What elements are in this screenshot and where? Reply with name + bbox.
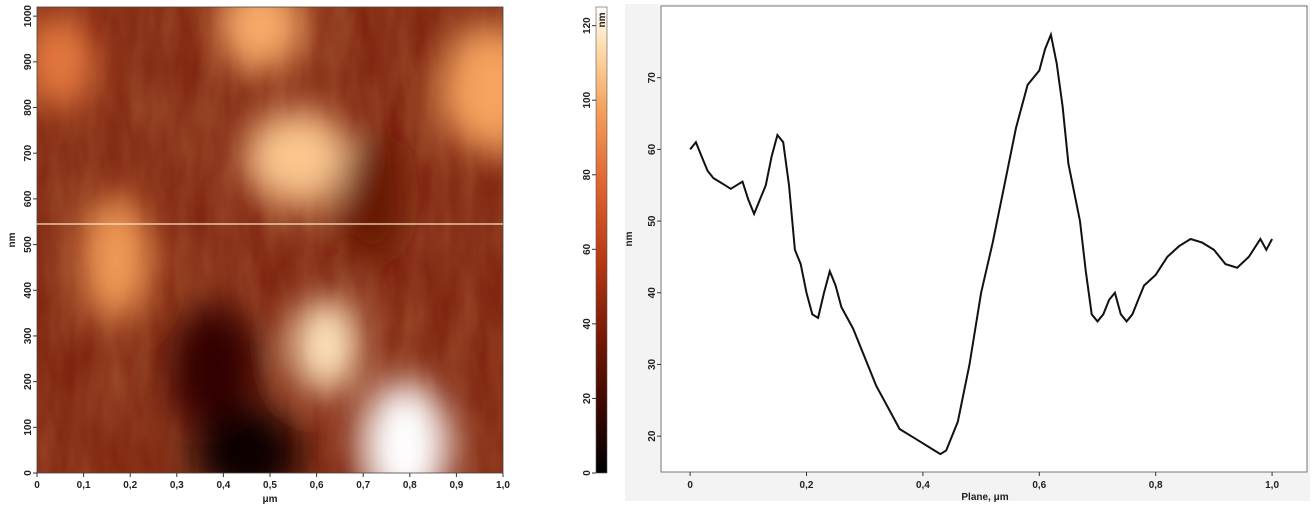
profile-x-tick-label: 0,4 [916,480,930,491]
map-x-tick-label: 0,1 [77,480,91,491]
map-x-tick-label: 0 [34,480,40,491]
profile-y-tick-label: 70 [647,72,658,84]
map-y-tick-label: 100 [23,419,34,436]
map-x-ticks: 0 0,1 0,2 0,3 0,4 0,5 0,6 0,7 0,8 0,9 1,0 [34,473,510,491]
height-feature [216,7,305,74]
profile-y-axis-label: nm [624,231,635,246]
profile-y-tick-label: 40 [647,287,658,299]
map-y-tick-label: 800 [23,99,34,116]
height-feature [439,25,503,154]
map-x-axis-label: μm [262,494,277,505]
height-feature [192,406,301,473]
profile-y-tick-label: 60 [647,143,658,155]
colorbar-gradient [595,6,608,474]
map-x-tick-label: 0,6 [310,480,324,491]
colorbar-tick-label: 60 [582,243,593,255]
map-y-ticks: 0 100 200 300 400 500 600 700 800 900 1000 [23,5,37,476]
height-feature [37,13,95,110]
colorbar-tick-label: 120 [582,17,593,34]
profile-x-tick-label: 0 [687,480,693,491]
profile-x-ticks: 0 0,2 0,4 0,6 0,8 1,0 [687,472,1279,491]
colorbar-tick-label: 100 [582,91,593,108]
map-x-tick-label: 1,0 [496,480,510,491]
map-y-tick-label: 600 [23,190,34,207]
colorbar-tick-label: 0 [582,470,593,476]
profile-x-tick-label: 0,6 [1032,480,1046,491]
profile-y-tick-label: 30 [647,358,658,370]
map-y-tick-label: 900 [23,53,34,70]
height-feature [82,194,151,323]
map-y-tick-label: 200 [23,373,34,390]
map-y-tick-label: 400 [23,281,34,298]
map-x-tick-label: 0,8 [403,480,417,491]
map-x-tick-label: 0,9 [449,480,463,491]
colorbar-tick-label: 40 [582,318,593,330]
height-map-image [37,7,503,473]
map-x-tick-label: 0,4 [216,480,230,491]
colorbar-tick-label: 80 [582,169,593,181]
map-y-axis-label: nm [7,232,18,247]
profile-x-axis-label: Plane, μm [961,492,1008,503]
map-x-tick-label: 0,5 [263,480,277,491]
colorbar: 0 20 40 60 80 100 120 nm [582,6,608,476]
profile-x-tick-label: 0,2 [800,480,814,491]
profile-x-tick-label: 1,0 [1265,480,1279,491]
colorbar-tick-label: 20 [582,392,593,404]
profile-y-tick-label: 50 [647,215,658,227]
height-feature [361,381,450,473]
profile-x-tick-label: 0,8 [1149,480,1163,491]
profile-y-ticks: 20 30 40 50 60 70 [647,72,661,442]
profile-y-tick-label: 20 [647,430,658,442]
map-x-tick-label: 0,2 [123,480,137,491]
height-feature [291,297,360,394]
colorbar-label: nm [597,12,608,27]
map-y-tick-label: 500 [23,236,34,253]
map-x-tick-label: 0,7 [356,480,370,491]
height-feature [243,109,352,206]
height-map-panel: 0 0,1 0,2 0,3 0,4 0,5 0,6 0,7 0,8 0,9 1,0 0 100 200 3… [7,5,510,505]
height-feature [170,303,259,432]
height-feature [338,134,407,263]
map-y-tick-label: 1000 [23,5,34,28]
profile-series-line [689,31,1273,456]
map-y-tick-label: 0 [23,470,34,476]
map-y-tick-label: 300 [23,327,34,344]
colorbar-ticks: 0 20 40 60 80 100 120 [582,17,596,476]
map-y-tick-label: 700 [23,144,34,161]
map-x-tick-label: 0,3 [170,480,184,491]
